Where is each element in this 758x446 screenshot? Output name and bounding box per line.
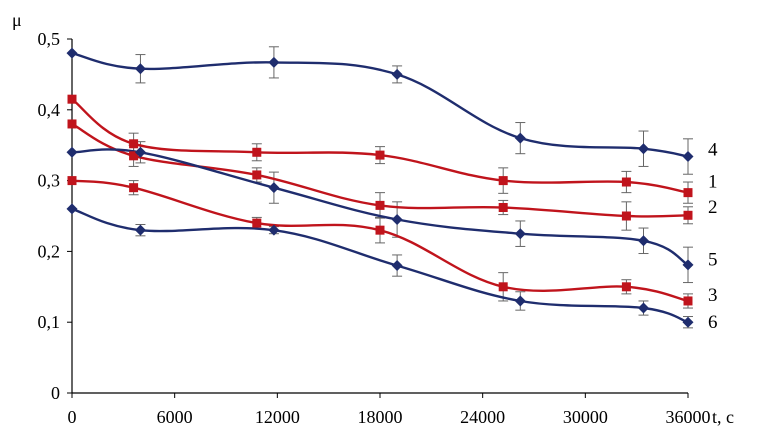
axes: 0 0,1 0,2 0,3 0,4 0,5 0 6000 12000 18000 24000 3000… <box>12 10 734 427</box>
series-lines <box>71 51 689 324</box>
marker-series-5 <box>134 146 146 158</box>
marker-series-5 <box>682 259 694 271</box>
marker-series-3 <box>683 296 693 306</box>
series-line-2 <box>71 98 689 194</box>
y-tick-label: 0 <box>51 383 60 403</box>
marker-series-5 <box>638 235 650 247</box>
marker-series-1 <box>375 200 385 210</box>
marker-series-2 <box>252 147 262 157</box>
series-label-1: 1 <box>708 172 718 193</box>
marker-series-6 <box>268 224 280 236</box>
marker-series-2 <box>498 176 508 186</box>
marker-series-1 <box>683 210 693 220</box>
marker-series-4 <box>66 47 78 59</box>
series-label-2: 2 <box>708 197 718 218</box>
marker-series-2 <box>621 177 631 187</box>
x-tick-label: 0 <box>68 407 77 427</box>
x-tick-label: 24000 <box>460 407 505 427</box>
marker-series-3 <box>129 183 139 193</box>
marker-series-6 <box>514 295 526 307</box>
marker-series-6 <box>66 203 78 215</box>
marker-series-4 <box>514 132 526 144</box>
marker-series-6 <box>134 224 146 236</box>
marker-series-6 <box>391 260 403 272</box>
marker-series-4 <box>268 56 280 68</box>
marker-series-3 <box>252 218 262 228</box>
marker-series-5 <box>66 146 78 158</box>
y-tick-label: 0,5 <box>38 29 61 49</box>
series-markers <box>66 47 694 328</box>
marker-series-1 <box>129 151 139 161</box>
y-tick-label: 0,2 <box>38 241 61 261</box>
marker-series-3 <box>67 176 77 186</box>
marker-series-3 <box>498 282 508 292</box>
marker-series-3 <box>621 282 631 292</box>
marker-series-4 <box>134 63 146 75</box>
marker-series-1 <box>498 203 508 213</box>
marker-series-6 <box>682 316 694 328</box>
series-label-5: 5 <box>708 249 718 270</box>
marker-series-1 <box>67 119 77 129</box>
marker-series-5 <box>268 182 280 194</box>
marker-series-2 <box>683 188 693 198</box>
marker-series-1 <box>621 211 631 221</box>
marker-series-1 <box>252 170 262 180</box>
x-tick-label: 12000 <box>255 407 300 427</box>
marker-series-4 <box>682 151 694 163</box>
marker-series-5 <box>391 214 403 226</box>
marker-series-2 <box>67 94 77 104</box>
y-tick-label: 0,4 <box>38 100 61 120</box>
marker-series-4 <box>391 68 403 80</box>
marker-series-5 <box>514 228 526 240</box>
y-tick-label: 0,3 <box>38 171 61 191</box>
y-tick-label: 0,1 <box>38 312 61 332</box>
x-tick-label: 30000 <box>563 407 608 427</box>
marker-series-2 <box>129 139 139 149</box>
x-tick-label: 36000 <box>666 407 711 427</box>
y-axis-label: μ <box>12 10 22 30</box>
x-axis-label: t, c <box>712 407 734 427</box>
marker-series-3 <box>375 225 385 235</box>
series-label-6: 6 <box>708 312 718 333</box>
series-line-4 <box>71 51 689 158</box>
x-tick-label: 18000 <box>358 407 403 427</box>
x-tick-label: 6000 <box>157 407 193 427</box>
marker-series-6 <box>638 302 650 314</box>
marker-series-4 <box>638 143 650 155</box>
marker-series-2 <box>375 150 385 160</box>
series-label-4: 4 <box>708 140 718 161</box>
series-label-3: 3 <box>708 285 718 306</box>
labels: 1 2 3 4 5 6 <box>708 140 718 333</box>
